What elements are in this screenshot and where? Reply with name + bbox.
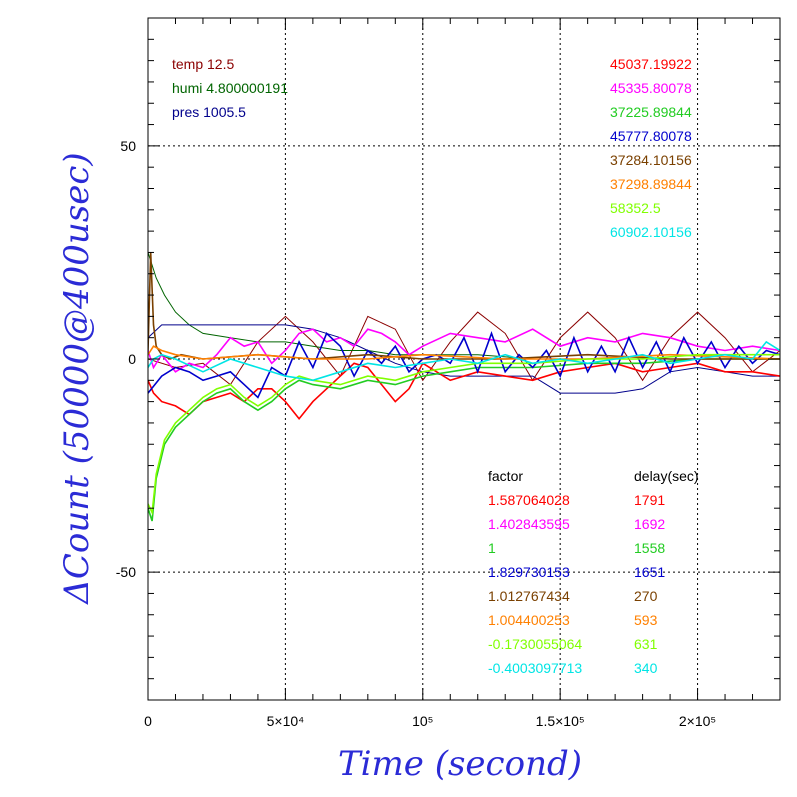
x-tick-label: 1.5×10⁵ bbox=[536, 713, 585, 729]
x-tick-label: 0 bbox=[144, 713, 152, 729]
factor-value: 1.004400253 bbox=[488, 612, 570, 628]
delay-value: 1558 bbox=[634, 540, 665, 556]
base-count-label: 37225.89844 bbox=[610, 104, 692, 120]
x-axis-title: Time (second) bbox=[338, 744, 582, 784]
factor-value: -0.1730055064 bbox=[488, 636, 582, 652]
base-count-label: 37298.89844 bbox=[610, 176, 692, 192]
env-annotation: humi 4.800000191 bbox=[172, 80, 288, 96]
delay-value: 631 bbox=[634, 636, 658, 652]
y-tick-label: 0 bbox=[128, 351, 136, 367]
x-tick-label: 2×10⁵ bbox=[679, 713, 716, 729]
delay-value: 1791 bbox=[634, 492, 665, 508]
base-count-label: 37284.10156 bbox=[610, 152, 692, 168]
series-line-3 bbox=[148, 358, 780, 522]
series-line-1 bbox=[148, 362, 780, 420]
factor-value: 1 bbox=[488, 540, 496, 556]
series-line-7 bbox=[148, 353, 780, 516]
series-line-4 bbox=[148, 331, 780, 399]
factor-value: 1.587064028 bbox=[488, 492, 570, 508]
env-annotation: temp 12.5 bbox=[172, 56, 234, 72]
factor-value: 1.402843595 bbox=[488, 516, 570, 532]
series-lines bbox=[148, 252, 780, 522]
tick-labels: 0 5×10⁴ 10⁵ 1.5×10⁵ 2×10⁵ -50 0 50 bbox=[116, 138, 716, 729]
y-tick-label: 50 bbox=[120, 138, 136, 154]
factor-header: factor bbox=[488, 468, 523, 484]
y-tick-label: -50 bbox=[116, 564, 136, 580]
factor-value: -0.4003097713 bbox=[488, 660, 582, 676]
annotations: temp 12.5 humi 4.800000191 pres 1005.5 4503… bbox=[172, 56, 699, 676]
environment-line-temp bbox=[148, 311, 780, 386]
base-count-label: 60902.10156 bbox=[610, 224, 692, 240]
delay-value: 270 bbox=[634, 588, 658, 604]
series-line-8 bbox=[148, 340, 780, 382]
delay-value: 340 bbox=[634, 660, 658, 676]
base-count-label: 45777.80078 bbox=[610, 128, 692, 144]
delay-header: delay(sec) bbox=[634, 468, 699, 484]
delay-value: 593 bbox=[634, 612, 658, 628]
factor-value: 1.012767434 bbox=[488, 588, 570, 604]
base-count-label: 45037.19922 bbox=[610, 56, 692, 72]
factor-value: 1.829730153 bbox=[488, 564, 570, 580]
axis-ticks bbox=[147, 17, 781, 701]
delay-value: 1692 bbox=[634, 516, 665, 532]
env-annotation: pres 1005.5 bbox=[172, 104, 246, 120]
delay-value: 1651 bbox=[634, 564, 665, 580]
x-tick-label: 5×10⁴ bbox=[267, 713, 305, 729]
x-tick-label: 10⁵ bbox=[412, 713, 433, 729]
y-axis-title: ΔCount (50000@400usec) bbox=[57, 152, 97, 605]
base-count-label: 58352.5 bbox=[610, 200, 661, 216]
base-count-label: 45335.80078 bbox=[610, 80, 692, 96]
